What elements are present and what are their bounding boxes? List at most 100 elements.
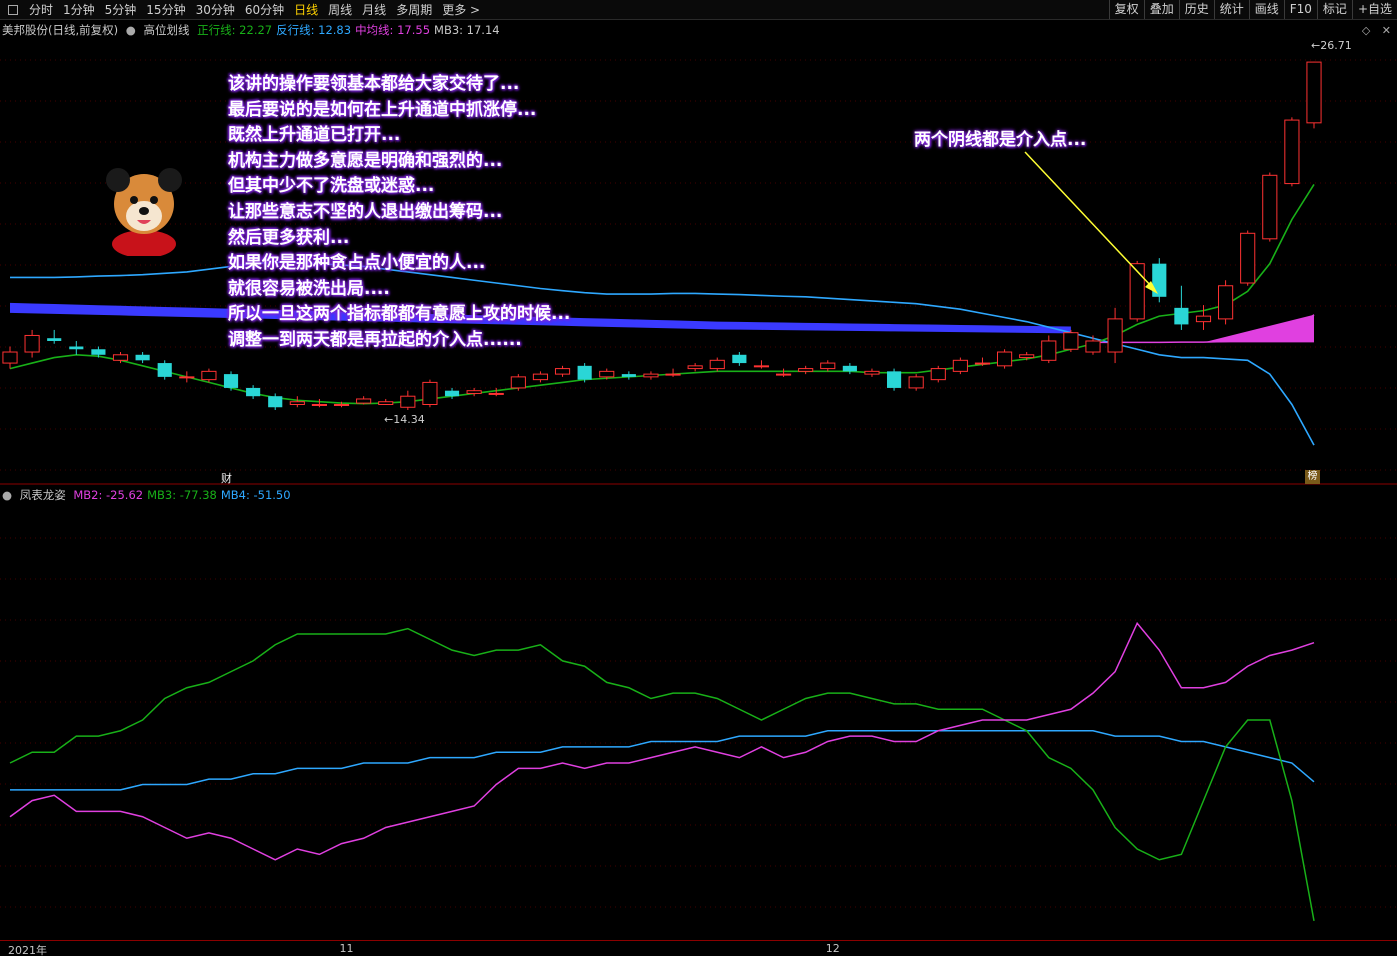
period-tab[interactable]: 日线 (294, 3, 319, 17)
legend-value: MB2: -25.62 (73, 488, 144, 502)
legend-value: 反行线: 12.83 (276, 23, 352, 37)
candle-body (466, 390, 482, 394)
candle-body (311, 403, 327, 406)
candle-body (643, 373, 659, 378)
candle-body (599, 370, 615, 378)
narration-line: 让那些意志不坚的人退出缴出筹码... (228, 201, 503, 222)
period-tab[interactable]: 分时 (29, 3, 54, 17)
dog-sticker (106, 168, 182, 256)
period-tab[interactable]: 60分钟 (244, 3, 285, 17)
narration-line: 如果你是那种贪占点小便宜的人... (228, 253, 486, 274)
period-tab[interactable]: 30分钟 (195, 3, 235, 17)
indicator-name[interactable]: 高位划线 (143, 23, 190, 37)
x-axis: 2021年 11 12 (0, 940, 1397, 956)
period-tab[interactable]: 15分钟 (146, 3, 186, 17)
candle-body (2, 351, 18, 364)
candle-body (1085, 340, 1101, 353)
narration-text: 该讲的操作要领基本都给大家交待了... 最后要说的是如何在上升通道中抓涨停... 既… (228, 72, 570, 354)
candle-body (223, 374, 239, 388)
candle-body (709, 359, 725, 370)
candle-body (1195, 315, 1212, 323)
candle-body (422, 381, 438, 405)
dropdown-icon[interactable]: ● (125, 23, 136, 37)
narration-line: 所以一旦这两个指标都都有意愿上攻的时候... (228, 304, 571, 325)
x-tick-label: 12 (825, 942, 840, 955)
period-tab[interactable]: 5分钟 (104, 3, 137, 17)
finance-tag[interactable]: 财 (221, 472, 232, 485)
candle-body (1152, 263, 1167, 297)
indicator-name[interactable]: 凤表龙姿 (19, 488, 66, 502)
candle-body (1041, 340, 1057, 361)
period-tab[interactable]: 更多 > (442, 3, 481, 17)
candle-body (246, 387, 261, 397)
legend-value: MB3: -77.38 (147, 488, 217, 502)
narration-line: 但其中少不了洗盘或迷惑... (228, 176, 435, 197)
mb3-line (9, 627, 1315, 922)
candle-body (1306, 61, 1322, 124)
period-tab[interactable]: 多周期 (396, 3, 433, 17)
candle-body (24, 334, 40, 353)
candle-body (732, 354, 747, 364)
candle-body (69, 346, 84, 350)
candle-body (179, 376, 195, 379)
tool-button[interactable]: 画线 (1248, 0, 1284, 19)
period-tab[interactable]: 月线 (362, 3, 387, 17)
candle-body (554, 368, 571, 375)
close-icon[interactable]: ✕ (1381, 24, 1391, 37)
window-icon[interactable] (8, 5, 18, 15)
legend-value: MB3: 17.14 (434, 23, 500, 37)
narration-line: 然后更多获利... (228, 227, 350, 248)
rank-tag[interactable]: 榜 (1305, 470, 1320, 484)
candle-body (577, 365, 592, 380)
toolbar: 分时 1分钟 5分钟 15分钟 30分钟 60分钟 日线 周线 月线 多周期 更多 > 复权 叠加 历史… (0, 0, 1397, 20)
candle-body (1107, 318, 1123, 353)
period-tabs: 分时 1分钟 5分钟 15分钟 30分钟 60分钟 日线 周线 月线 多周期 更多 > (4, 2, 485, 18)
tool-button[interactable]: +自选 (1351, 0, 1397, 19)
tool-button[interactable]: 历史 (1178, 0, 1214, 19)
stock-name: 美邦股份(日线,前复权) (2, 23, 119, 37)
tool-button[interactable]: 叠加 (1143, 0, 1179, 19)
candle-body (621, 374, 636, 377)
candle-body (665, 373, 681, 376)
candle-body (157, 363, 172, 377)
period-tab[interactable]: 周线 (328, 3, 353, 17)
candle-body (886, 371, 902, 388)
annotation-arrow (1024, 151, 1153, 288)
max-price-label: ←26.71 (1311, 39, 1352, 52)
period-tab[interactable]: 1分钟 (63, 3, 95, 17)
x-tick-label: 11 (339, 942, 354, 955)
dropdown-icon[interactable]: ● (2, 488, 13, 502)
tool-button[interactable]: 标记 (1316, 0, 1352, 19)
candle-body (820, 362, 836, 370)
arrow-head (1145, 281, 1158, 294)
candle-body (1218, 285, 1234, 320)
candle-body (798, 368, 814, 372)
candle-body (930, 368, 946, 381)
candle-body (1174, 307, 1189, 325)
tool-tabs: 复权 叠加 历史 统计 画线 F10 标记 +自选 (1108, 0, 1397, 19)
main-legend: 美邦股份(日线,前复权) ● 高位划线 正行线: 22.27 反行线: 12.83… (2, 22, 504, 38)
narration-line: 机构主力做多意愿是明确和强烈的... (228, 150, 503, 171)
candle-body (400, 395, 416, 408)
mb3-band (10, 302, 1071, 334)
candle-body (201, 370, 217, 381)
candle-body (488, 392, 504, 395)
candle-body (997, 351, 1013, 367)
narration-line: 最后要说的是如何在上升通道中抓涨停... (228, 99, 537, 120)
candle-body (687, 365, 703, 370)
candle-body (378, 401, 394, 405)
sub-legend: ● 凤表龙姿 MB2: -25.62 MB3: -77.38 MB4: -51.50 (2, 487, 295, 503)
panel-controls: ◇ ✕ (1354, 24, 1391, 37)
reverse-line (10, 261, 1315, 446)
candle-body (47, 338, 62, 341)
tool-button[interactable]: 统计 (1213, 0, 1249, 19)
legend-value: MB4: -51.50 (220, 488, 291, 502)
candle-body (444, 390, 460, 397)
candle-body (1129, 263, 1145, 320)
tool-button[interactable]: 复权 (1108, 0, 1144, 19)
tool-button[interactable]: F10 (1283, 0, 1317, 19)
entry-note: 两个阴线都是介入点... (914, 130, 1087, 150)
candle-body (908, 376, 924, 389)
diamond-icon[interactable]: ◇ (1361, 24, 1371, 37)
